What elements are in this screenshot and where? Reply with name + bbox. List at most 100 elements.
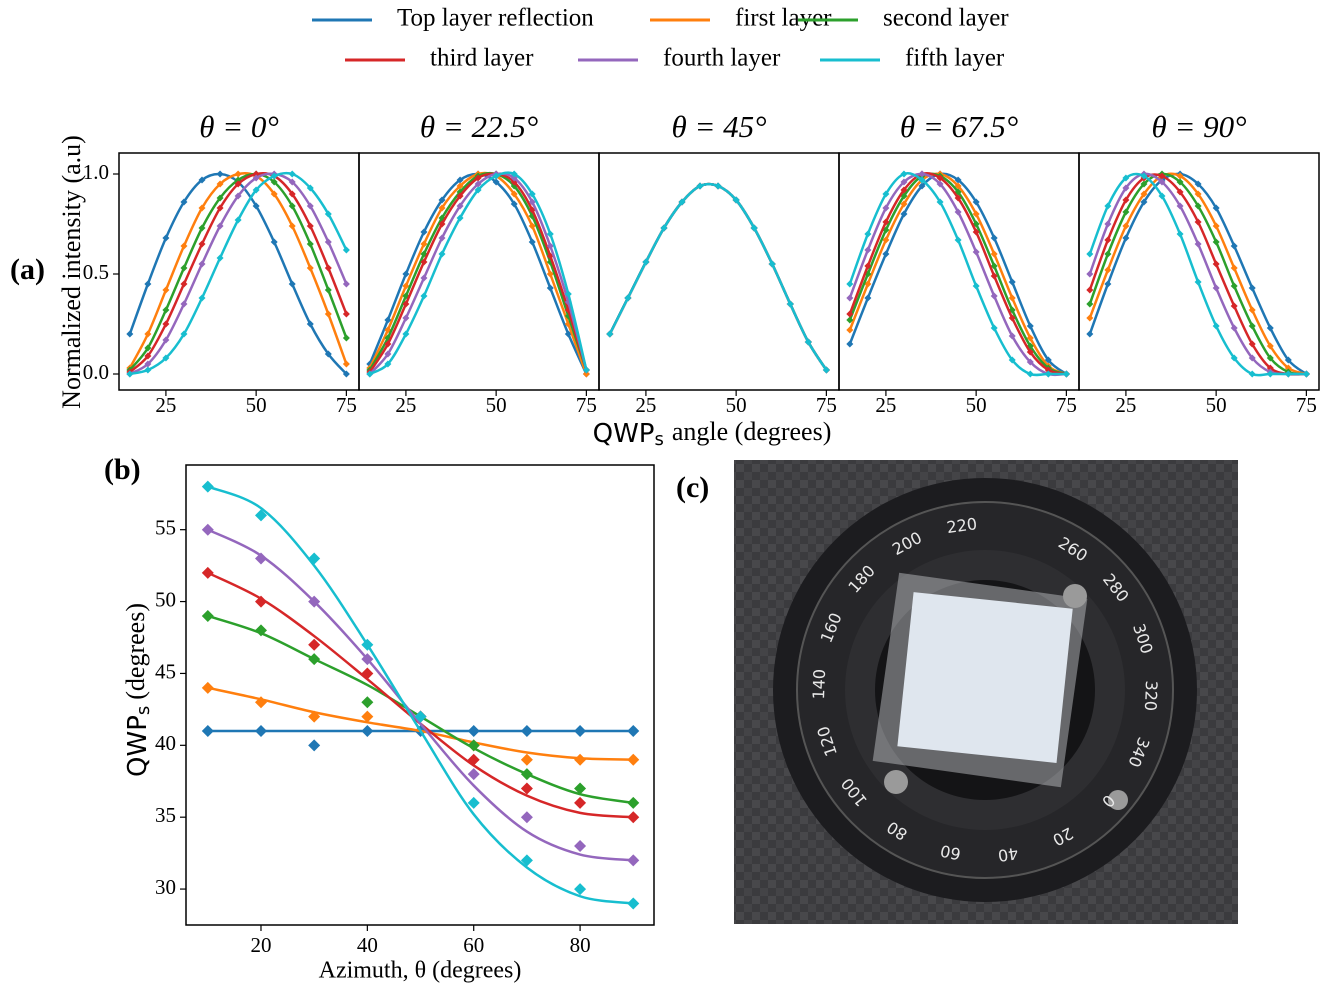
data-point [343, 281, 350, 288]
label-part: angle (degrees) [672, 417, 832, 446]
data-point [1249, 285, 1256, 292]
y-tick-label: 1.0 [83, 160, 109, 184]
fit-curve [208, 573, 633, 817]
x-tick-label: 75 [576, 393, 597, 417]
legend-label: second layer [883, 5, 1009, 32]
data-point [1195, 241, 1202, 248]
plot-frame [1079, 153, 1319, 390]
x-tick-label: 75 [1296, 393, 1317, 417]
data-point [1086, 287, 1093, 294]
y-tick-label: 45 [155, 659, 176, 683]
data-point [361, 667, 373, 679]
data-point [1104, 237, 1111, 244]
data-point [361, 725, 373, 737]
data-point [307, 265, 314, 272]
data-point [521, 811, 533, 823]
subplot-title: θ = 67.5° [900, 109, 1018, 144]
data-point [521, 754, 533, 766]
fit-curve [130, 173, 347, 372]
data-point [1086, 251, 1093, 258]
data-point [864, 247, 871, 254]
x-tick-label: 25 [875, 393, 896, 417]
label-part: (degrees) [121, 603, 150, 700]
data-point [343, 335, 350, 342]
data-point [325, 265, 332, 272]
data-point [846, 281, 853, 288]
data-point [521, 725, 533, 737]
legend-label: first layer [735, 5, 832, 32]
x-tick-label: 50 [486, 393, 507, 417]
data-point [627, 854, 639, 866]
fit-curve [208, 487, 633, 904]
legend-label: Top layer reflection [397, 5, 594, 32]
data-point [361, 639, 373, 651]
y-tick-label: 35 [155, 803, 176, 827]
data-point [1009, 279, 1016, 286]
panel-label: (a) [10, 253, 45, 286]
y-tick-label: 30 [155, 875, 176, 899]
data-point [468, 725, 480, 737]
data-point [846, 327, 853, 334]
y-tick-label: 0.0 [83, 360, 109, 384]
data-point [1086, 271, 1093, 278]
x-tick-label: 50 [246, 393, 267, 417]
data-point [126, 331, 133, 338]
data-point [308, 739, 320, 751]
subplot-title: θ = 0° [199, 109, 279, 144]
fit-curve [610, 184, 827, 370]
x-tick-label: 25 [1115, 393, 1136, 417]
x-tick-label: 50 [966, 393, 987, 417]
data-point [325, 311, 332, 318]
sample [897, 592, 1072, 763]
data-point [1104, 281, 1111, 288]
data-point [343, 361, 350, 368]
legend-label: fifth layer [905, 45, 1005, 72]
dial-label: 140 [809, 669, 829, 700]
data-point [180, 243, 187, 250]
data-point [1086, 315, 1093, 322]
x-tick-label: 80 [570, 933, 591, 957]
data-point [1104, 267, 1111, 274]
x-axis-label: Azimuth, θ (degrees) [319, 958, 522, 984]
data-point [627, 754, 639, 766]
x-tick-label: 50 [1206, 393, 1227, 417]
fit-curve [130, 173, 347, 368]
data-point [627, 797, 639, 809]
fit-curve [208, 616, 633, 803]
legend-label: third layer [430, 45, 534, 72]
x-axis-label: QWPsangle (degrees) [593, 417, 832, 450]
data-point [627, 897, 639, 909]
data-point [1231, 283, 1238, 290]
x-tick-label: 75 [816, 393, 837, 417]
data-point [308, 653, 320, 665]
legend-label: fourth layer [663, 45, 781, 72]
y-tick-label: 40 [155, 731, 176, 755]
data-point [1104, 221, 1111, 228]
fit-curve [610, 184, 827, 370]
data-point [202, 481, 214, 493]
x-tick-label: 75 [1056, 393, 1077, 417]
data-point [308, 552, 320, 564]
data-point [202, 567, 214, 579]
panel-label: (b) [104, 453, 141, 486]
data-point [991, 293, 998, 300]
subplot-title: θ = 22.5° [420, 109, 538, 144]
x-tick-label: 20 [250, 933, 271, 957]
data-point [255, 725, 267, 737]
data-point [343, 311, 350, 318]
data-point [973, 249, 980, 256]
data-point [202, 682, 214, 694]
x-tick-label: 75 [336, 393, 357, 417]
data-point [627, 811, 639, 823]
fit-curve [610, 184, 827, 370]
data-point [202, 610, 214, 622]
data-point [529, 239, 536, 246]
data-point [574, 797, 586, 809]
screw [1063, 584, 1087, 608]
label-sub: s [654, 429, 663, 450]
data-point [289, 281, 296, 288]
data-point [1177, 231, 1184, 238]
label-sub: s [133, 706, 154, 715]
data-point [627, 725, 639, 737]
fit-curve [130, 174, 347, 370]
